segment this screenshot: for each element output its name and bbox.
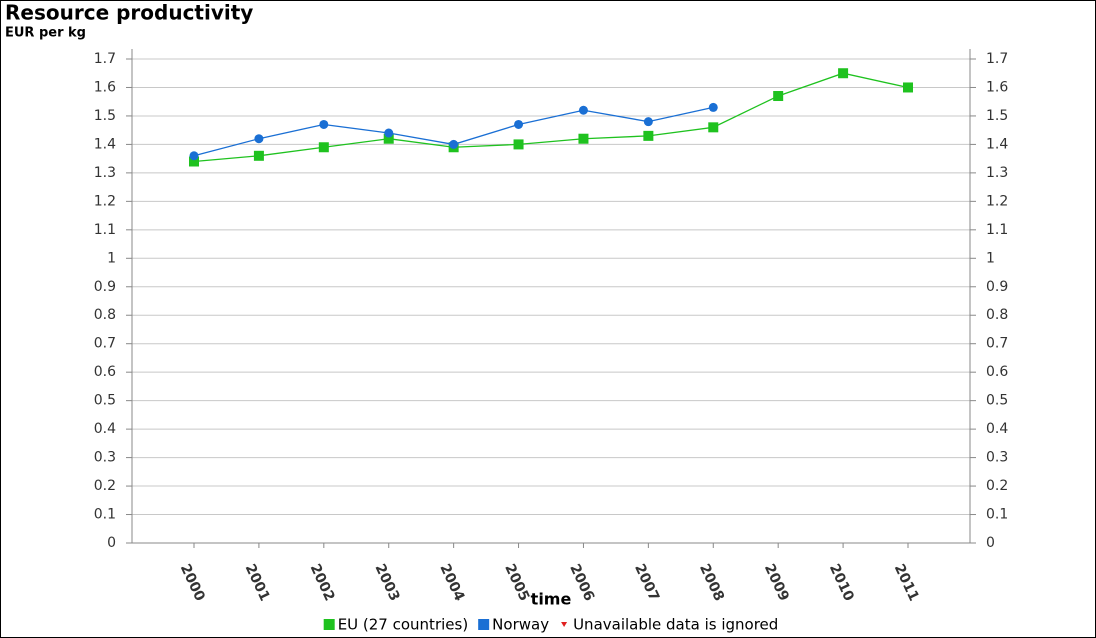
y2-tick-label: 1.2 — [986, 193, 1008, 209]
y-tick-label: 0.3 — [94, 450, 116, 466]
x-tick-label: 2011 — [891, 562, 922, 604]
y-tick-label: 0.6 — [94, 364, 116, 380]
point — [319, 119, 329, 129]
legend-note: Unavailable data is ignored — [573, 616, 778, 634]
point — [318, 142, 329, 153]
x-axis-label: time — [531, 590, 572, 609]
y2-tick-label: 1.6 — [986, 79, 1008, 95]
y-tick-label: 0.2 — [94, 478, 116, 494]
y2-tick-label: 0.2 — [986, 478, 1008, 494]
y2-tick-label: 1.1 — [986, 222, 1008, 238]
point — [903, 82, 913, 93]
series-line — [193, 72, 909, 163]
y2-tick-label: 0.4 — [986, 421, 1008, 437]
y-tick-label: 1.5 — [94, 108, 116, 124]
y2-tick-label: 0.1 — [986, 507, 1008, 523]
y-tick-label: 1.7 — [94, 51, 116, 67]
point — [578, 105, 588, 115]
x-tick-label: 2008 — [696, 562, 727, 604]
y2-tick-label: 1 — [986, 250, 995, 266]
y2-tick-label: 0 — [986, 535, 995, 551]
point — [643, 130, 654, 141]
x-tick-label: 2009 — [761, 562, 792, 604]
y2-tick-label: 1.7 — [986, 51, 1008, 67]
x-tick-label: 2002 — [307, 562, 338, 604]
point — [189, 151, 199, 161]
chart-subtitle: EUR per kg — [5, 26, 86, 41]
y-tick-label: 1 — [107, 250, 116, 266]
y-tick-label: 0.4 — [94, 421, 116, 437]
y-tick-label: 0 — [107, 535, 116, 551]
x-tick-label: 2007 — [631, 562, 662, 604]
point — [383, 133, 394, 144]
legend-label: Norway — [492, 616, 549, 634]
y-tick-label: 1.1 — [94, 222, 116, 238]
y-tick-label: 0.8 — [94, 307, 116, 323]
y-tick-label: 1.6 — [94, 79, 116, 95]
point — [449, 139, 459, 149]
point — [254, 134, 264, 144]
y2-tick-label: 0.5 — [986, 393, 1008, 409]
y-tick-label: 0.7 — [94, 336, 116, 352]
y2-tick-label: 1.4 — [986, 136, 1008, 152]
chart-title: Resource productivity — [5, 1, 253, 25]
x-tick-label: 2000 — [177, 562, 208, 604]
y-tick-label: 1.4 — [94, 136, 116, 152]
point — [773, 91, 784, 102]
x-tick-label: 2005 — [501, 562, 532, 604]
legend-swatch — [323, 619, 335, 630]
y2-tick-label: 1.5 — [986, 108, 1008, 124]
y-tick-label: 1.2 — [94, 193, 116, 209]
y-tick-label: 1.3 — [94, 165, 116, 181]
point — [253, 150, 264, 161]
y2-tick-label: 0.7 — [986, 336, 1008, 352]
legend-swatch — [478, 619, 490, 630]
y-tick-label: 0.5 — [94, 393, 116, 409]
legend-note-marker — [561, 622, 568, 627]
x-tick-label: 2003 — [371, 562, 402, 604]
y2-tick-label: 1.3 — [986, 165, 1008, 181]
x-tick-label: 2004 — [436, 562, 467, 604]
y-tick-label: 0.1 — [94, 507, 116, 523]
point — [838, 68, 849, 79]
point — [189, 156, 199, 167]
y2-tick-label: 0.9 — [986, 279, 1008, 295]
point — [708, 102, 718, 112]
point — [578, 133, 589, 144]
point — [384, 128, 394, 138]
x-tick-label: 2001 — [242, 562, 273, 604]
point — [513, 139, 524, 150]
y2-tick-label: 0.8 — [986, 307, 1008, 323]
point — [708, 122, 719, 133]
point — [643, 117, 653, 127]
y-tick-label: 0.9 — [94, 279, 116, 295]
x-tick-label: 2010 — [826, 562, 857, 604]
y2-tick-label: 0.6 — [986, 364, 1008, 380]
y2-tick-label: 0.3 — [986, 450, 1008, 466]
legend-label: EU (27 countries) — [338, 616, 468, 634]
point — [514, 119, 524, 129]
